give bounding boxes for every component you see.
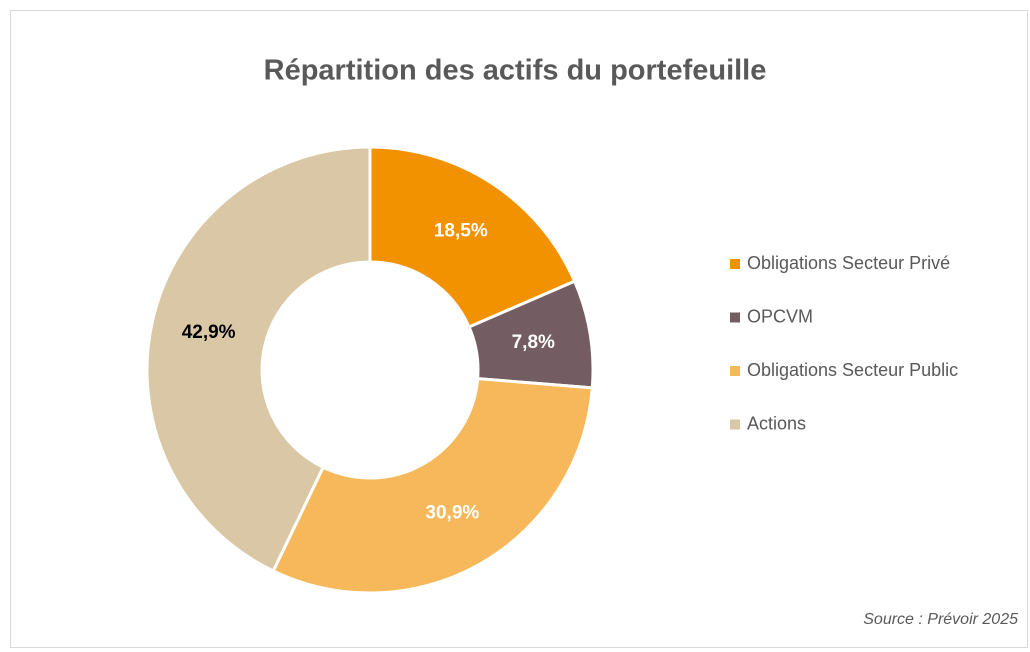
source-note: Source : Prévoir 2025 — [863, 611, 1018, 628]
legend-swatch — [730, 419, 740, 430]
legend-label: Obligations Secteur Privé — [747, 253, 950, 273]
legend-swatch — [730, 366, 740, 376]
donut-slice — [271, 377, 594, 595]
legend-swatch — [730, 312, 740, 323]
donut-slice — [368, 145, 577, 329]
chart-title: Répartition des actifs du portefeuille — [264, 55, 767, 87]
data-label: 30,9% — [425, 503, 479, 524]
data-label: 42,9% — [182, 322, 236, 343]
data-label: 18,5% — [434, 221, 488, 242]
legend-label: Obligations Secteur Public — [747, 360, 958, 380]
legend-label: OPCVM — [747, 306, 813, 326]
donut-slice — [145, 145, 372, 573]
data-label: 7,8% — [512, 332, 555, 353]
legend-swatch — [730, 259, 740, 269]
legend-label: Actions — [747, 413, 806, 433]
